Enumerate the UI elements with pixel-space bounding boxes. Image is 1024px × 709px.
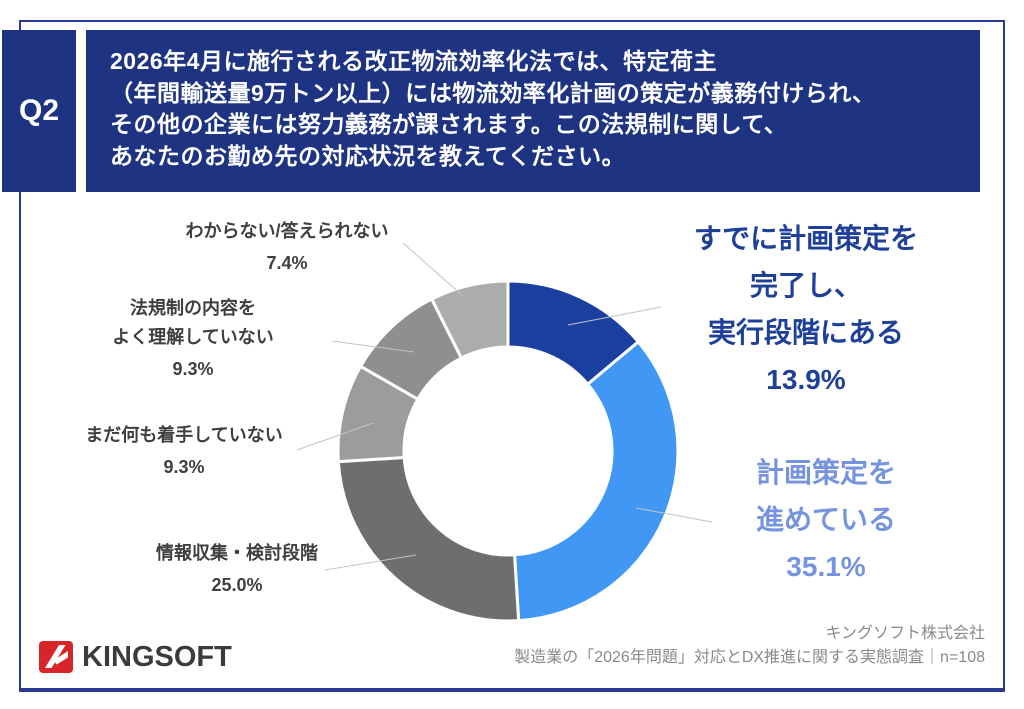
callout-not-understood-pct: 9.3% (172, 359, 214, 379)
question-number-box: Q2 (2, 30, 76, 192)
donut-segments (336, 279, 680, 623)
callout-completed-pct: 13.9% (766, 364, 846, 395)
callout-unknown: わからない/答えられない 7.4% (162, 217, 412, 278)
callout-completed-text-3: 実行段階にある (707, 317, 904, 348)
leader-lines (296, 242, 713, 571)
kingsoft-logo-text: KINGSOFT (82, 640, 232, 673)
question-number: Q2 (18, 94, 60, 127)
callout-gathering-text: 情報収集・検討段階 (156, 543, 318, 563)
callout-completed: すでに計画策定を 完了し、 実行段階にある 13.9% (676, 215, 936, 403)
question-text-line-3: その他の企業には努力義務が課されます。この法規制に関して、 (110, 111, 788, 137)
leader-line-not-understood (331, 340, 415, 353)
callout-not-understood: 法規制の内容を よく理解していない 9.3% (68, 294, 318, 384)
question-box: 2026年4月に施行される改正物流効率化法では、特定荷主 （年間輸送量9万トン以… (86, 30, 980, 192)
leader-line-not-started (296, 422, 374, 451)
callout-unknown-text: わからない/答えられない (185, 221, 389, 241)
donut-segment-1 (512, 339, 680, 623)
kingsoft-logo-icon (39, 641, 73, 673)
leader-line-unknown (402, 242, 464, 297)
question-text-line-1: 2026年4月に施行される改正物流効率化法では、特定荷主 (110, 48, 717, 74)
question-text-line-2: （年間輸送量9万トン以上）には物流効率化計画の策定が義務付けられ、 (110, 79, 876, 106)
callout-in-progress: 計画策定を 進めている 35.1% (696, 449, 956, 590)
callout-in-progress-text-1: 計画策定を (755, 457, 896, 488)
callout-gathering: 情報収集・検討段階 25.0% (112, 539, 362, 600)
source-company: キングソフト株式会社 (825, 625, 985, 642)
donut-segment-2 (336, 455, 521, 623)
page-border (19, 20, 1005, 692)
source-note: キングソフト株式会社 製造業の「2026年問題」対応とDX推進に関する実態調査｜… (514, 622, 985, 670)
callout-not-understood-text-2: よく理解していない (112, 327, 274, 347)
leader-line-completed (567, 306, 662, 326)
callout-completed-text-2: 完了し、 (749, 270, 862, 301)
source-survey: 製造業の「2026年問題」対応とDX推進に関する実態調査｜n=108 (514, 649, 985, 666)
callout-not-understood-text-1: 法規制の内容を (130, 298, 256, 318)
question-text-line-4: あなたのお勤め先の対応状況を教えてください。 (110, 142, 626, 169)
callout-unknown-pct: 7.4% (266, 253, 308, 273)
callout-completed-text-1: すでに計画策定を (693, 223, 919, 254)
leader-line-in-progress (635, 507, 713, 523)
leader-line-gathering (324, 554, 417, 571)
callout-gathering-pct: 25.0% (211, 575, 263, 595)
kingsoft-logo: KINGSOFT (38, 638, 232, 676)
callout-not-started-pct: 9.3% (163, 457, 205, 477)
donut-segment-5 (429, 279, 510, 361)
callout-not-started-text: まだ何も着手していない (85, 425, 283, 445)
callout-not-started: まだ何も着手していない 9.3% (59, 421, 309, 482)
callout-in-progress-text-2: 進めている (755, 504, 896, 535)
callout-in-progress-pct: 35.1% (786, 551, 866, 582)
